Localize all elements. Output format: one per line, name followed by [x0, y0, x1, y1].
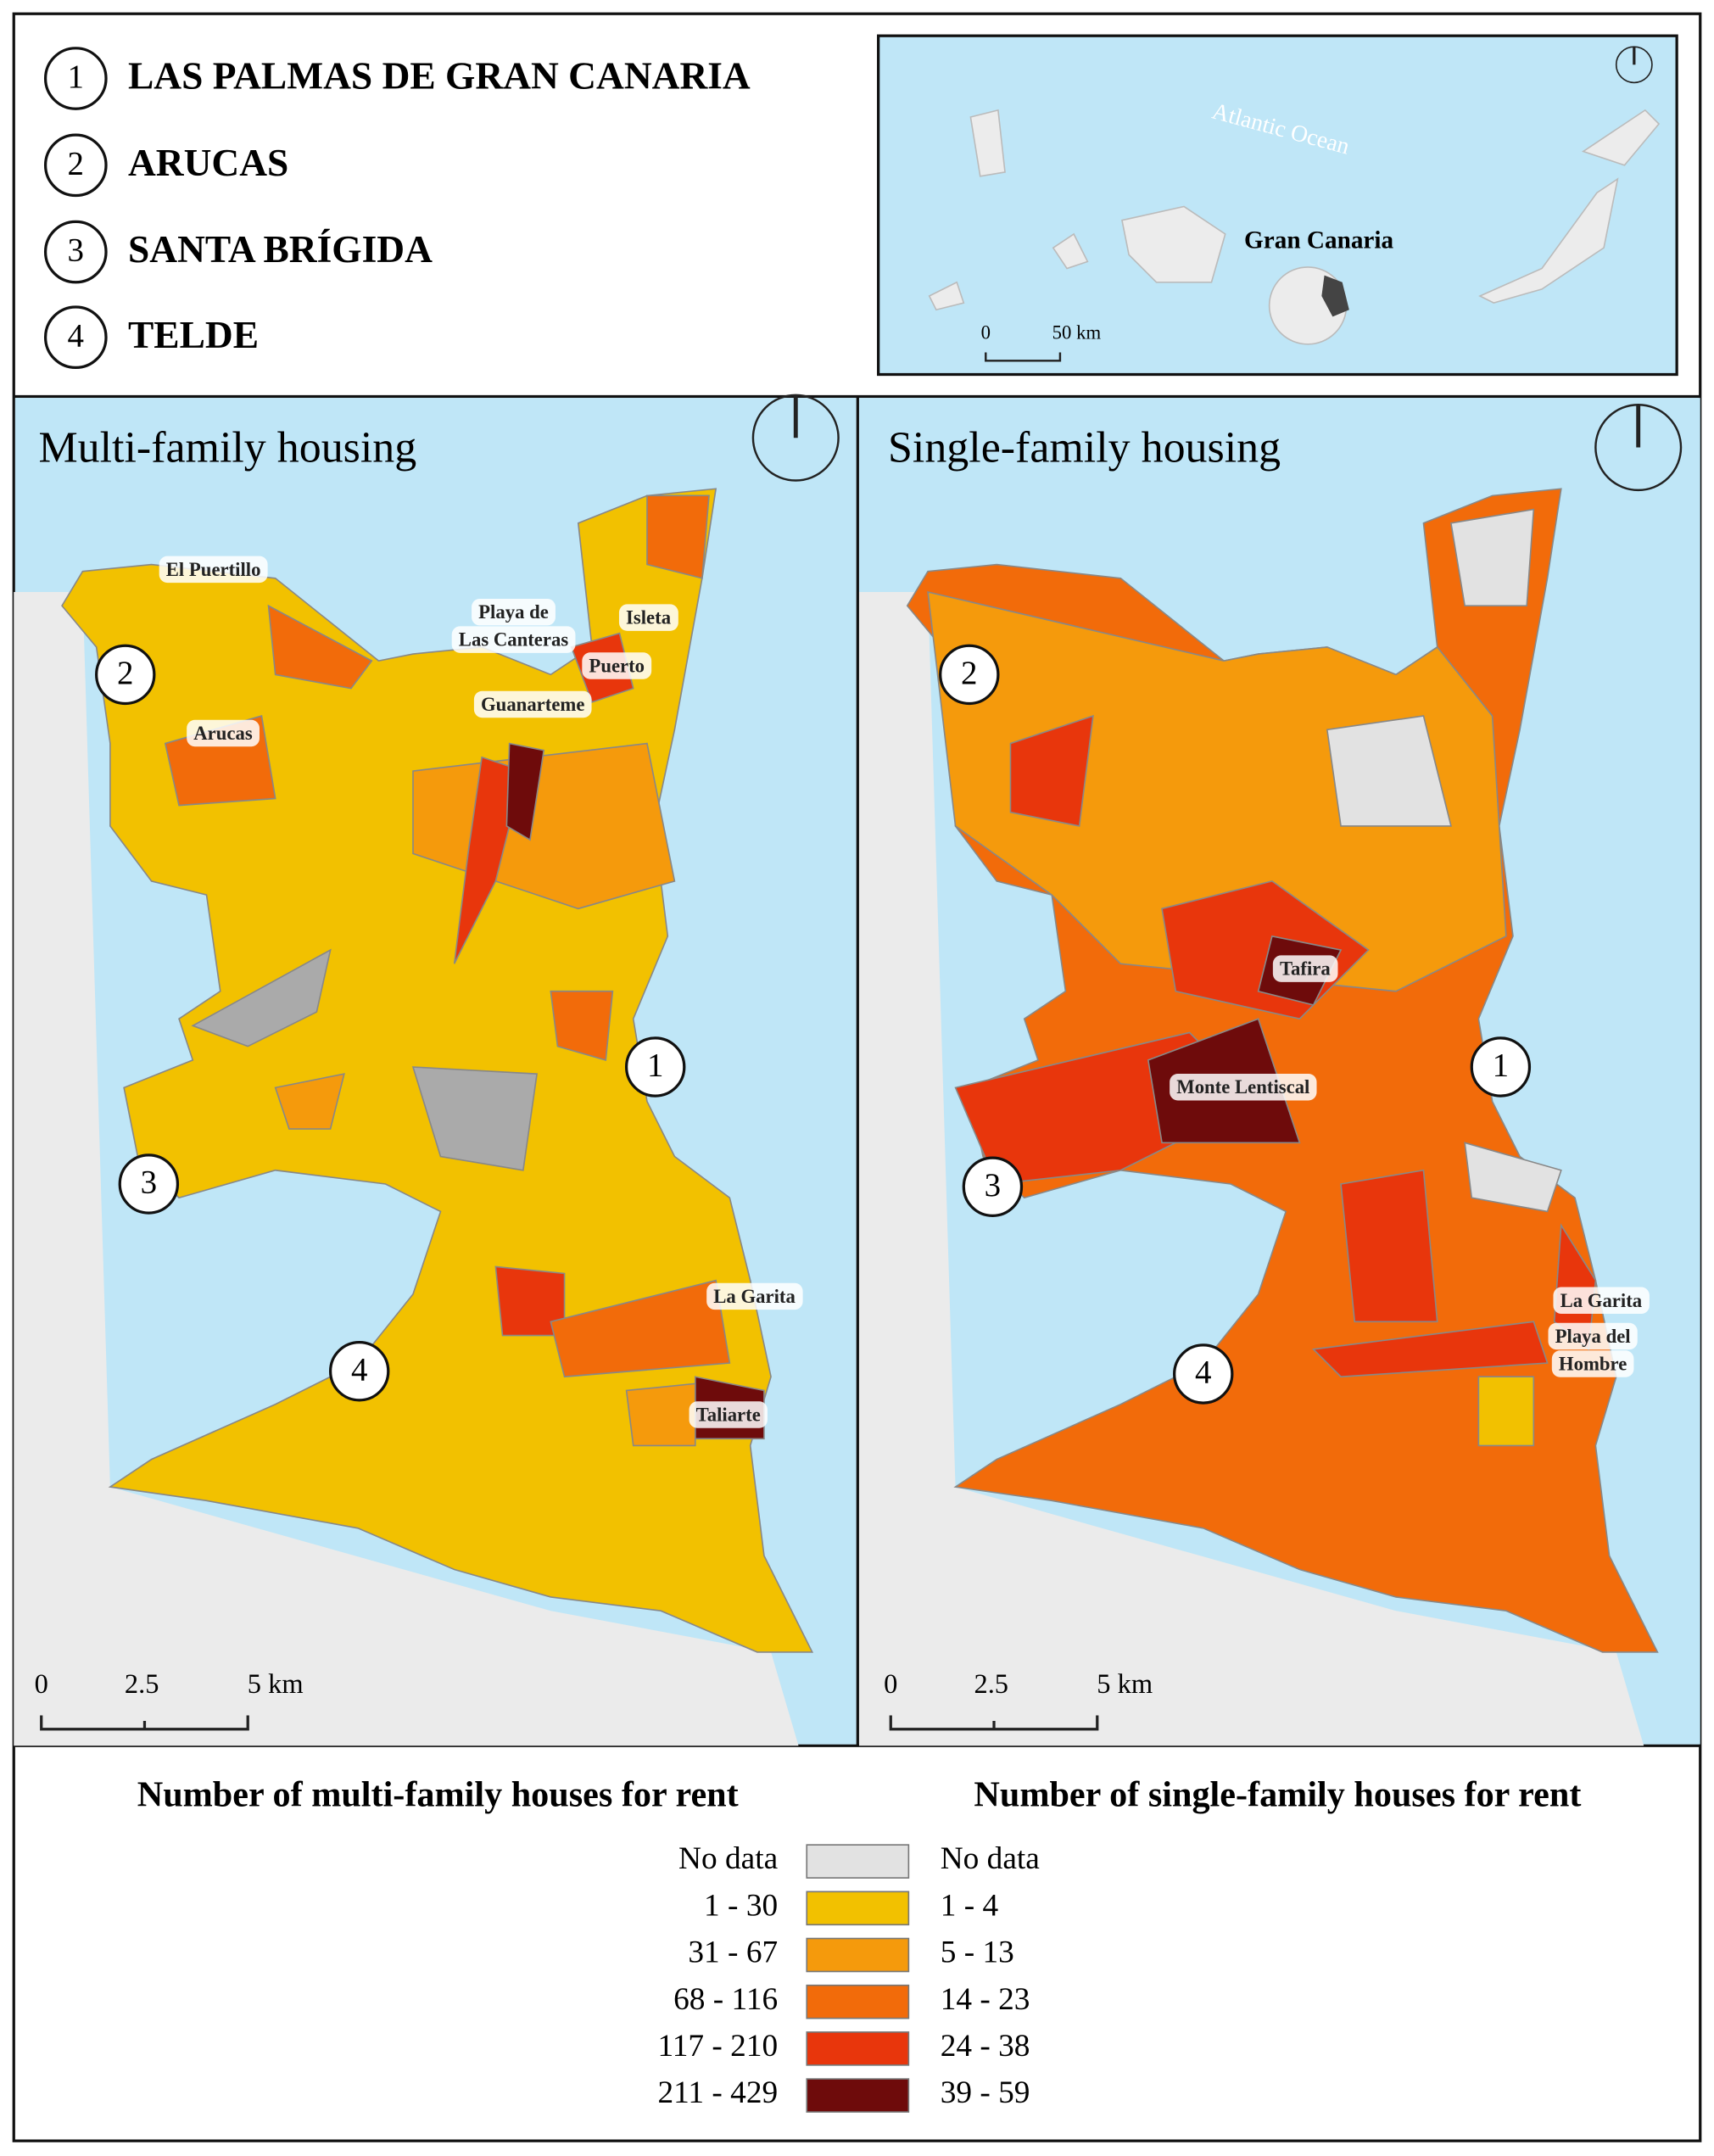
island-label: Gran Canaria: [1244, 226, 1393, 254]
scale-bar: [40, 1715, 249, 1731]
scale-label: 0: [981, 322, 991, 344]
legend-label: 14 - 23: [941, 1982, 1030, 2017]
legend-swatch: [806, 1984, 910, 2019]
place-label: El Puertillo: [166, 559, 261, 580]
legend-swatch: [806, 2031, 910, 2066]
scale-label: 2.5: [974, 1669, 1008, 1700]
panel-title: Multi-family housing: [38, 423, 416, 472]
scale-label: 0: [884, 1669, 897, 1700]
labels: 1 LAS PALMAS DE GRAN CANARIA 2 ARUCAS 3 SANTA…: [35, 47, 1683, 2113]
place-label-box: [1553, 1287, 1650, 1315]
scale-bar: [889, 1715, 1099, 1731]
place-label: La Garita: [1560, 1290, 1643, 1311]
place-label: Puerto: [589, 655, 645, 676]
place-label: Guanarteme: [481, 694, 584, 715]
number-badge: [43, 220, 108, 284]
number-badge: [118, 1153, 180, 1215]
place-label-box: [187, 719, 260, 747]
number-badge: [43, 47, 108, 110]
districts: [927, 508, 1597, 1447]
place-label-box: [689, 1401, 768, 1428]
scale-label: 50 km: [1052, 322, 1102, 344]
number-badge: [328, 1341, 390, 1402]
number-badge: [43, 133, 108, 198]
number-badge: [1470, 1036, 1532, 1098]
legend-label: 39 - 59: [941, 2075, 1030, 2110]
place-label: Las Canteras: [459, 629, 569, 651]
legend-label: 1 - 4: [941, 1888, 999, 1923]
place-label-box: [159, 556, 268, 584]
scale-label: 2.5: [125, 1669, 159, 1700]
number-label: 1: [68, 59, 84, 95]
panel-title: Single-family housing: [888, 423, 1281, 472]
legend-title: Number of multi-family houses for rent: [137, 1775, 739, 1815]
place-label: La Garita: [713, 1286, 796, 1307]
number-label: 1: [1493, 1047, 1509, 1084]
legend-label: No data: [941, 1841, 1041, 1876]
number-label: 2: [117, 655, 133, 691]
place-label-box: [1272, 955, 1338, 982]
number-label: 1: [647, 1047, 663, 1084]
number-badge: [939, 644, 1000, 706]
number-badge: [1173, 1343, 1234, 1405]
municipality-name: SANTA BRÍGIDA: [128, 227, 433, 271]
legend-label: 211 - 429: [657, 2075, 778, 2110]
number-label: 2: [961, 655, 977, 691]
legend-label: 5 - 13: [941, 1935, 1014, 1970]
legend-label: 68 - 116: [673, 1982, 778, 2017]
number-badge: [43, 305, 108, 370]
place-label: Tafira: [1280, 958, 1331, 980]
legend-label: 117 - 210: [657, 2029, 778, 2064]
place-label-box: [706, 1282, 803, 1310]
legend-swatch: [806, 2078, 910, 2113]
districts: [164, 494, 765, 1447]
panel-map: [858, 398, 1700, 1746]
scale-label: 5 km: [1097, 1669, 1153, 1700]
study-area: [1321, 275, 1349, 317]
number-label: 3: [68, 232, 84, 269]
number-label: 3: [141, 1165, 157, 1201]
place-label-box: [472, 598, 556, 626]
place-label-box: [618, 604, 678, 631]
legend-label: No data: [678, 1841, 779, 1876]
place-label: Taliarte: [696, 1405, 761, 1426]
municipality-name: LAS PALMAS DE GRAN CANARIA: [128, 54, 751, 98]
place-label-box: [1551, 1350, 1634, 1377]
number-label: 4: [68, 317, 84, 354]
place-label: Playa de: [478, 601, 549, 623]
scale-label: 0: [35, 1669, 48, 1700]
legend-label: 24 - 38: [941, 2029, 1030, 2064]
municipality-name: ARUCAS: [128, 141, 288, 184]
number-label: 4: [351, 1351, 367, 1388]
place-label-box: [582, 652, 652, 679]
legend-title: Number of single-family houses for rent: [974, 1775, 1581, 1815]
place-label: Playa del: [1555, 1326, 1631, 1347]
number-label: 2: [68, 145, 84, 182]
scale-bar: [985, 352, 1062, 362]
number-badge: [95, 644, 156, 706]
place-label: Hombre: [1559, 1353, 1627, 1374]
number-label: 4: [1195, 1354, 1211, 1391]
place-label-box: [1170, 1073, 1317, 1101]
place-label-box: [473, 690, 592, 718]
municipality-name: TELDE: [128, 313, 259, 356]
place-label: Monte Lentiscal: [1176, 1076, 1309, 1098]
number-badge: [624, 1036, 686, 1098]
legend-label: 1 - 30: [704, 1888, 778, 1923]
legend-swatch: [806, 1937, 910, 1973]
legend-swatch: [806, 1844, 910, 1879]
place-label-box: [1548, 1322, 1638, 1350]
number-label: 3: [985, 1167, 1001, 1204]
panel-map: [14, 398, 857, 1746]
legend-label: 31 - 67: [688, 1935, 778, 1970]
scale-label: 5 km: [248, 1669, 304, 1700]
place-label: Arucas: [193, 723, 253, 744]
place-label-box: [451, 626, 576, 653]
number-badge: [962, 1156, 1024, 1217]
place-label: Isleta: [626, 607, 672, 628]
legend-swatch: [806, 1891, 910, 1926]
